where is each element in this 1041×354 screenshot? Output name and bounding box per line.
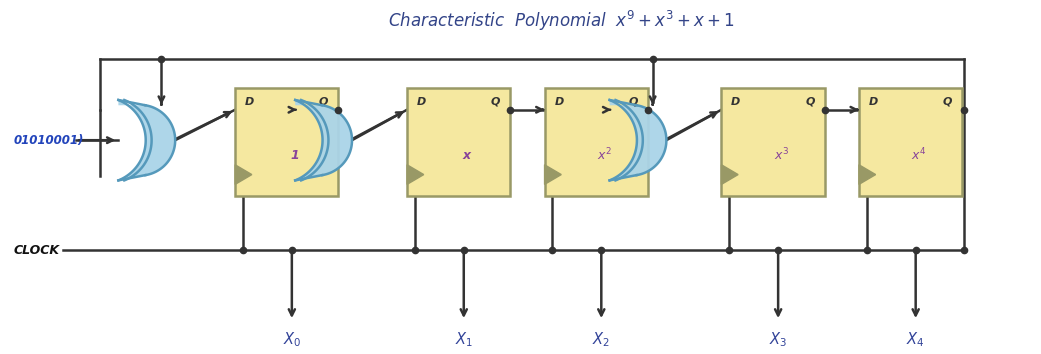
Text: $x^2$: $x^2$ [596, 147, 612, 164]
Polygon shape [235, 165, 252, 184]
Text: Q: Q [943, 97, 953, 107]
Text: $X_3$: $X_3$ [769, 331, 787, 349]
FancyBboxPatch shape [721, 88, 824, 196]
Text: $X_4$: $X_4$ [907, 331, 925, 349]
Text: 1: 1 [290, 149, 300, 162]
Polygon shape [544, 165, 561, 184]
Text: D: D [555, 97, 563, 107]
FancyBboxPatch shape [407, 88, 510, 196]
Text: x: x [463, 149, 471, 162]
Text: Q: Q [491, 97, 501, 107]
Text: D: D [869, 97, 878, 107]
Text: Q: Q [806, 97, 815, 107]
FancyBboxPatch shape [859, 88, 962, 196]
Text: Q: Q [629, 97, 638, 107]
Text: $X_0$: $X_0$ [283, 331, 301, 349]
Text: $x^3$: $x^3$ [773, 147, 789, 164]
Text: Characteristic  Polynomial  $x^9 + x^3 + x + 1$: Characteristic Polynomial $x^9 + x^3 + x… [388, 10, 735, 34]
Text: $X_1$: $X_1$ [455, 331, 473, 349]
Polygon shape [859, 165, 875, 184]
Text: CLOCK: CLOCK [14, 244, 59, 257]
Text: $x^4$: $x^4$ [911, 147, 926, 164]
Text: D: D [731, 97, 740, 107]
Polygon shape [721, 165, 738, 184]
Polygon shape [407, 165, 424, 184]
FancyBboxPatch shape [235, 88, 338, 196]
Text: 01010001): 01010001) [15, 134, 84, 147]
Polygon shape [610, 100, 666, 181]
Text: $X_2$: $X_2$ [592, 331, 610, 349]
FancyBboxPatch shape [544, 88, 648, 196]
Text: D: D [245, 97, 254, 107]
Polygon shape [296, 100, 352, 181]
Text: D: D [416, 97, 426, 107]
Polygon shape [119, 100, 175, 181]
Text: Q: Q [319, 97, 329, 107]
